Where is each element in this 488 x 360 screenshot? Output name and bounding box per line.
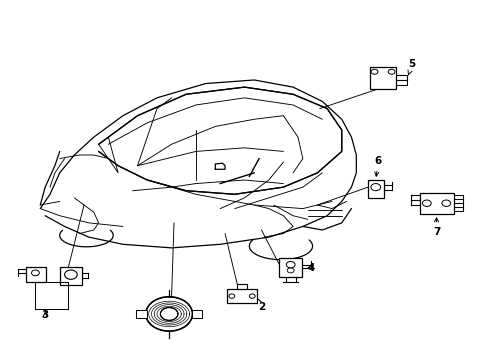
Polygon shape	[145, 297, 192, 331]
FancyBboxPatch shape	[191, 310, 202, 318]
FancyBboxPatch shape	[136, 310, 146, 318]
FancyBboxPatch shape	[369, 67, 396, 89]
Text: 1: 1	[141, 310, 148, 320]
FancyBboxPatch shape	[60, 267, 81, 285]
Text: 2: 2	[257, 299, 264, 312]
Polygon shape	[40, 80, 356, 248]
Polygon shape	[40, 80, 356, 248]
FancyBboxPatch shape	[26, 267, 46, 282]
FancyBboxPatch shape	[279, 258, 302, 277]
Text: 7: 7	[432, 218, 439, 237]
Text: 5: 5	[407, 59, 415, 75]
FancyBboxPatch shape	[367, 180, 383, 198]
FancyBboxPatch shape	[419, 193, 453, 214]
Text: 6: 6	[374, 156, 381, 176]
Polygon shape	[99, 87, 341, 194]
Polygon shape	[215, 163, 224, 169]
Text: 4: 4	[307, 263, 315, 273]
Text: 3: 3	[41, 310, 49, 320]
FancyBboxPatch shape	[226, 289, 257, 303]
